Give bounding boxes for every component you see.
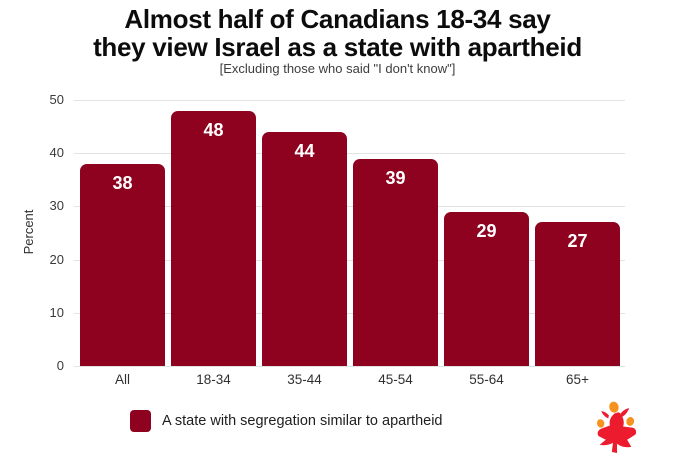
- bar-65+: 27: [535, 222, 620, 366]
- bar-value-label: 48: [203, 119, 224, 140]
- y-tick-label: 30: [49, 198, 64, 214]
- bar-value-label: 44: [294, 140, 315, 161]
- legend: A state with segregation similar to apar…: [130, 410, 442, 432]
- x-tick-label: 35-44: [287, 372, 322, 387]
- maple-leaf-arm-icon: [601, 411, 609, 419]
- gridline: [74, 366, 625, 367]
- bar-value-label: 29: [476, 220, 497, 241]
- person-head-icon: [626, 416, 635, 426]
- person-head-icon: [609, 401, 619, 413]
- x-tick-label: 45-54: [378, 372, 413, 387]
- gridline: [74, 100, 625, 101]
- bar-18-34: 48: [171, 110, 256, 366]
- x-tick-label: 18-34: [196, 372, 231, 387]
- gridline: [74, 153, 625, 155]
- bar-value-label: 39: [385, 167, 406, 188]
- x-tick-label: 65+: [566, 372, 589, 387]
- x-tick-label: 55-64: [469, 372, 504, 387]
- bar-55-64: 29: [444, 211, 529, 366]
- bar-value-label: 38: [112, 172, 133, 193]
- y-tick-label: 50: [49, 92, 64, 107]
- chart-title: Almost half of Canadians 18-34 say they v…: [0, 5, 675, 61]
- person-head-icon: [596, 419, 605, 428]
- maple-leaf-people-logo: [596, 401, 637, 453]
- legend-swatch: [130, 410, 151, 432]
- title-line-2: they view Israel as a state with aparthe…: [93, 32, 582, 62]
- x-tick-label: All: [114, 372, 130, 387]
- gridline: [74, 206, 625, 208]
- bar-All: 38: [80, 163, 165, 366]
- title-line-1: Almost half of Canadians 18-34 say: [124, 4, 551, 34]
- chart-subtitle: [Excluding those who said "I don't know"…: [219, 61, 456, 76]
- y-tick-label: 10: [49, 304, 64, 320]
- bar-35-44: 44: [262, 131, 347, 366]
- y-axis-label: Percent: [21, 209, 36, 255]
- gridline: [74, 312, 625, 314]
- bar-value-label: 27: [567, 231, 588, 252]
- maple-leaf-arm-icon: [620, 408, 630, 418]
- y-tick-label: 0: [56, 358, 64, 373]
- maple-leaf-icon: [597, 412, 637, 453]
- y-tick-label: 40: [49, 145, 64, 161]
- bar-45-54: 39: [353, 158, 438, 366]
- y-tick-label: 20: [49, 251, 64, 267]
- legend-label: A state with segregation similar to apar…: [162, 413, 443, 429]
- gridline: [74, 259, 625, 261]
